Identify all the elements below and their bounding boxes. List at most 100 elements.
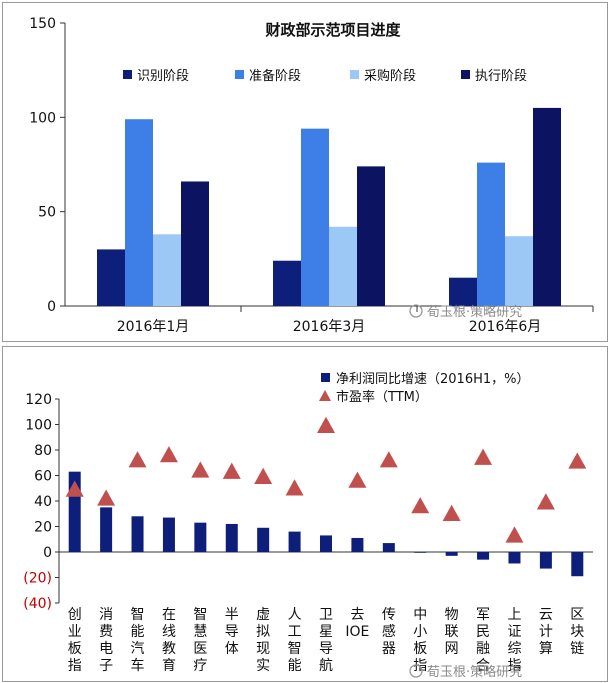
y-tick-label: 100 [29,110,56,126]
bar-10 [351,537,364,552]
bar-12 [414,552,427,553]
legend-label: 采购阶段 [364,68,416,84]
x-label-char: 去 [350,607,364,623]
x-label-char: 小 [413,624,427,640]
y-tick-label: 40 [34,494,52,510]
x-label-char: 能 [131,624,145,640]
x-label-char: 医 [193,641,207,657]
pe-marker-13 [442,504,461,521]
bar-7 [257,527,270,552]
x-tick-label: 2016年6月 [469,319,542,335]
bar-4-3 [533,107,561,307]
x-label-char: 育 [162,658,176,674]
bar-1-1 [97,249,125,306]
x-label-char: 创 [68,607,82,623]
legend-swatch [461,70,470,79]
x-label-char: 导 [225,624,239,640]
legend-swatch [321,373,330,382]
bar-4-1 [181,181,209,306]
y-tick-label: 60 [34,469,52,485]
x-label-char: 卫 [319,607,333,623]
x-label-char: 导 [319,641,333,657]
x-label-char: 智 [131,607,145,623]
x-label-char: IOE [345,624,369,640]
legend-label: 识别阶段 [137,69,189,84]
bar-2-2 [301,128,329,306]
legend-swatch [235,70,244,79]
x-tick-label: 2016年3月 [293,319,366,335]
bar-2-3 [477,162,505,306]
legend: 净利润同比增速（2016H1，%） 市盈率（TTM） [319,372,529,405]
x-label-char: 板 [68,641,82,657]
x-label-char: 证 [507,624,521,640]
bar-1-3 [449,277,477,306]
x-category-label: 半导体 [225,607,239,657]
y-tick-label: (40) [23,596,52,612]
x-label-char: 智 [288,641,302,657]
bar-3-2 [329,226,357,306]
bar-15 [508,552,521,564]
pe-marker-5 [191,461,210,478]
x-label-char: 能 [288,658,302,674]
x-label-char: 汽 [131,641,145,657]
bar-4 [162,517,175,552]
bar-1-2 [273,260,301,306]
y-tick-label: 0 [43,545,52,561]
x-label-char: 板 [413,641,427,657]
x-label-char: 指 [507,658,521,674]
x-label-char: 合 [476,658,490,674]
x-label-char: 体 [225,641,239,657]
chart-sector-valuation: 净利润同比增速（2016H1，%） 市盈率（TTM） 120 100 80 60 40 20… [23,372,593,680]
watermark: 荀玉根·策略研究 [409,664,522,680]
legend-label: 净利润同比增速（2016H1，%） [336,372,529,387]
x-label-char: 在 [162,607,176,623]
chart-title: 财政部示范项目进度 [265,21,401,39]
legend-label: 准备阶段 [249,68,301,84]
x-label-char: 星 [319,624,333,640]
x-category-label: 云计算 [539,607,553,657]
bar-4-2 [357,166,385,306]
chart-panel-project-progress: 财政部示范项目进度 识别阶段 准备阶段 采购阶段 执行阶段 150 100 50 0 201… [2,2,608,342]
x-label-char: 军 [476,607,490,623]
x-category-label: 物联网 [445,607,459,657]
y-tick-label: 80 [34,443,52,459]
pe-marker-14 [474,448,493,465]
x-label-char: 航 [319,658,333,674]
y-tick-label: 150 [29,16,56,32]
x-label-char: 民 [476,624,490,640]
chart-panel-sector-valuation: 净利润同比增速（2016H1，%） 市盈率（TTM） 120 100 80 60 40 20… [2,346,608,682]
bar-11 [382,543,395,552]
pe-marker-4 [159,446,178,463]
x-label-char: 智 [193,607,207,623]
x-label-char: 传 [382,607,396,623]
x-label-char: 现 [256,641,270,657]
watermark-text: 荀玉根·策略研究 [427,664,522,680]
x-label-char: 区 [570,607,584,623]
chart-project-progress: 财政部示范项目进度 识别阶段 准备阶段 采购阶段 执行阶段 150 100 50 0 201… [29,16,594,335]
x-label-char: 线 [162,624,176,640]
pe-marker-17 [568,452,587,469]
x-label-char: 链 [570,641,584,657]
x-label-char: 费 [99,624,113,640]
x-category-label: 传感器 [382,607,396,657]
pe-marker-6 [222,462,241,479]
y-tick-label: (20) [23,571,52,587]
bar-9 [320,535,332,552]
pe-marker-7 [254,467,273,484]
x-label-char: 工 [288,624,302,640]
bar-3 [131,516,144,552]
x-label-char: 指 [68,658,82,674]
pe-marker-3 [128,451,147,468]
x-label-char: 慧 [193,624,207,640]
x-label-char: 算 [539,641,553,657]
x-label-char: 云 [539,607,553,623]
x-label-char: 联 [445,624,459,640]
x-label-char: 车 [131,657,145,674]
y-tick-label: 20 [34,520,52,536]
